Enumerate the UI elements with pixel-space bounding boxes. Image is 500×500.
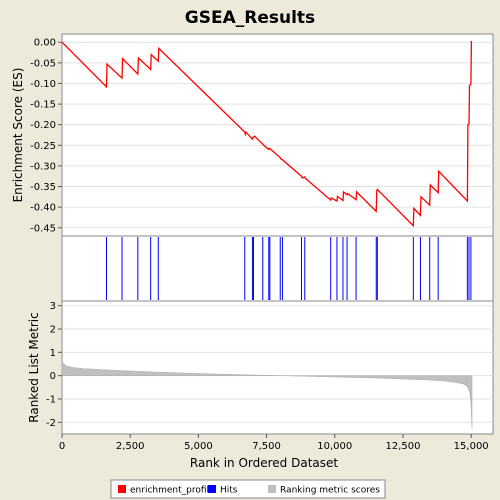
legend-swatch	[268, 485, 276, 493]
es-y-tick-label: -0.20	[30, 120, 56, 131]
rank-y-ticks: 3 2 1 0 -1 -2	[46, 301, 62, 429]
legend: enrichment_profile Hits Ranking metric sco…	[110, 479, 386, 499]
rank-y-tick-label: -1	[46, 395, 56, 406]
legend-swatch	[208, 485, 216, 493]
x-tick-label: 5,000	[184, 441, 213, 452]
legend-label: enrichment_profile	[130, 486, 215, 496]
legend-swatch	[118, 485, 126, 493]
rank-y-tick-label: -2	[46, 418, 56, 429]
rank-y-tick-label: 2	[50, 325, 56, 336]
es-y-tick-label: -0.15	[30, 100, 56, 111]
x-axis-ticks: 0 2,500 5,000 7,500 10,000 12,500 15,000	[59, 434, 489, 452]
es-y-tick-label: -0.35	[30, 182, 56, 193]
hits-plot-area	[61, 235, 494, 302]
rank-y-tick-label: 3	[50, 301, 56, 312]
enrichment-profile-line	[61, 40, 473, 228]
es-gridlines	[62, 41, 493, 229]
x-tick-label: 15,000	[454, 441, 489, 452]
rank-y-tick-label: 0	[50, 371, 56, 382]
legend-box	[110, 479, 386, 499]
x-tick-label: 12,500	[385, 441, 420, 452]
x-tick-label: 7,500	[252, 441, 281, 452]
es-y-axis-label: Enrichment Score (ES)	[11, 68, 25, 203]
hits-panel	[61, 235, 494, 302]
es-y-ticks: 0.00 -0.05 -0.10 -0.15 -0.20 -0.25 -0.30 -0.35 -…	[30, 38, 62, 234]
x-axis-label: Rank in Ordered Dataset	[190, 456, 338, 470]
rank-y-tick-label: 1	[50, 348, 56, 359]
chart-title: GSEA_Results	[185, 8, 315, 28]
es-y-tick-label: 0.00	[34, 38, 56, 49]
es-y-tick-label: -0.25	[30, 141, 56, 152]
rank-y-axis-label: Ranked List Metric	[27, 312, 41, 422]
es-y-tick-label: -0.30	[30, 161, 56, 172]
es-panel: 0.00 -0.05 -0.10 -0.15 -0.20 -0.25 -0.30 -0.35 -…	[11, 33, 494, 237]
es-y-tick-label: -0.40	[30, 203, 56, 214]
x-tick-label: 2,500	[116, 441, 145, 452]
es-y-tick-label: -0.10	[30, 79, 56, 90]
legend-items: enrichment_profile Hits Ranking metric sco…	[118, 485, 380, 496]
rank-panel: 3 2 1 0 -1 -2 Ranked List Metric	[27, 300, 494, 435]
x-tick-label: 10,000	[317, 441, 352, 452]
legend-label: Hits	[220, 486, 238, 496]
ranking-metric-area	[61, 361, 473, 429]
hit-marks	[105, 237, 472, 300]
es-plot-area	[61, 33, 494, 237]
es-y-tick-label: -0.45	[30, 223, 56, 234]
es-y-tick-label: -0.05	[30, 58, 56, 69]
legend-label: Ranking metric scores	[280, 486, 380, 496]
rank-plot-area	[61, 300, 494, 435]
x-tick-label: 0	[59, 441, 65, 452]
